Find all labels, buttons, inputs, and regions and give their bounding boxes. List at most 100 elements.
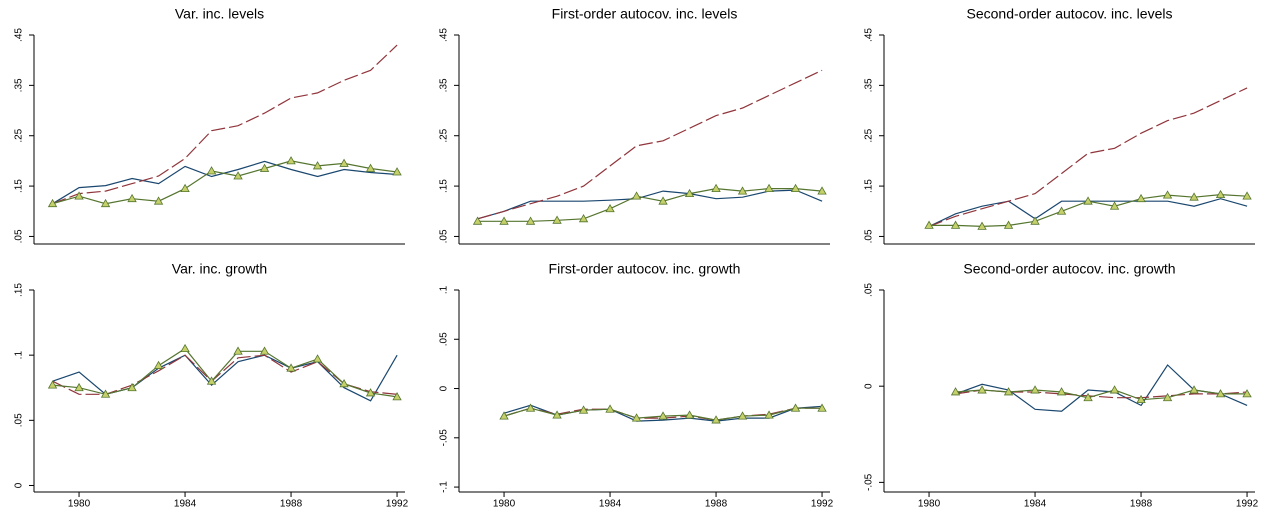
marker xyxy=(1242,389,1252,398)
marker xyxy=(206,166,217,175)
marker xyxy=(552,410,562,419)
y-tick-label: .1 xyxy=(439,285,450,294)
y-tick-label: .15 xyxy=(14,179,25,193)
marker xyxy=(312,354,323,363)
series-line xyxy=(477,69,823,220)
marker xyxy=(950,387,961,396)
series-line xyxy=(477,189,823,220)
marker xyxy=(1056,206,1067,215)
marker xyxy=(950,220,961,229)
y-tick-label: .35 xyxy=(14,78,25,92)
series-line xyxy=(52,347,398,398)
x-tick-label: 1980 xyxy=(493,499,516,510)
marker xyxy=(525,403,536,412)
marker xyxy=(1030,216,1040,225)
marker xyxy=(180,183,190,193)
y-tick-label: .25 xyxy=(864,128,875,142)
marker xyxy=(1083,196,1093,205)
y-tick-label: .35 xyxy=(439,78,450,92)
y-tick-label: .25 xyxy=(14,128,25,142)
marker xyxy=(711,183,721,193)
marker xyxy=(764,183,774,193)
marker xyxy=(127,193,137,203)
x-tick-label: 1980 xyxy=(68,499,91,510)
marker xyxy=(392,167,402,176)
marker xyxy=(1162,392,1173,402)
marker xyxy=(180,343,190,353)
series-line xyxy=(52,160,398,205)
marker xyxy=(737,186,748,195)
marker xyxy=(924,220,934,229)
y-tick-label: .15 xyxy=(14,283,25,297)
marker xyxy=(1030,385,1040,394)
marker xyxy=(47,380,58,389)
marker xyxy=(764,410,774,419)
x-tick-label: 1984 xyxy=(599,499,622,510)
marker xyxy=(684,410,695,419)
y-tick-label: 0 xyxy=(439,385,450,391)
marker xyxy=(233,346,243,355)
marker xyxy=(1189,192,1199,201)
marker xyxy=(499,216,509,225)
y-tick-label: .45 xyxy=(864,28,875,42)
y-tick-label: .45 xyxy=(14,28,25,42)
marker xyxy=(74,382,84,392)
y-tick-label: .35 xyxy=(864,78,875,92)
y-tick-label: .45 xyxy=(439,28,450,42)
y-tick-label: -.05 xyxy=(864,473,875,491)
marker xyxy=(1215,189,1226,199)
marker xyxy=(206,376,217,385)
marker xyxy=(233,171,243,180)
y-tick-label: .15 xyxy=(864,179,875,193)
series-line xyxy=(52,44,398,205)
marker xyxy=(817,186,827,195)
marker xyxy=(790,403,801,412)
y-tick-label: .25 xyxy=(439,128,450,142)
marker xyxy=(658,196,668,205)
marker xyxy=(578,214,589,223)
y-tick-label: .05 xyxy=(14,229,25,243)
x-tick-label: 1988 xyxy=(280,499,303,510)
marker xyxy=(100,389,111,398)
marker xyxy=(1109,385,1120,394)
marker xyxy=(977,221,987,230)
panel-title: Second-order autocov. inc. growth xyxy=(963,261,1175,277)
marker xyxy=(1215,389,1226,398)
x-tick-label: 1984 xyxy=(1024,499,1047,510)
marker xyxy=(100,198,111,208)
marker xyxy=(365,163,376,172)
y-tick-label: 0 xyxy=(14,482,25,488)
marker xyxy=(605,203,615,213)
marker xyxy=(1136,394,1146,404)
marker xyxy=(365,388,376,397)
marker xyxy=(259,346,270,355)
marker xyxy=(286,156,296,165)
marker xyxy=(631,413,642,422)
marker xyxy=(552,215,562,224)
marker xyxy=(1189,385,1199,394)
x-tick-label: 1984 xyxy=(174,499,197,510)
marker xyxy=(684,188,695,198)
series-line xyxy=(955,364,1248,412)
marker xyxy=(977,385,987,394)
x-tick-label: 1992 xyxy=(811,499,834,510)
series-line xyxy=(477,187,823,222)
marker xyxy=(312,161,323,170)
series-line xyxy=(52,160,398,205)
panel-title: Var. inc. levels xyxy=(175,6,264,22)
panel-title: Second-order autocov. inc. levels xyxy=(967,6,1173,22)
x-tick-label: 1988 xyxy=(705,499,728,510)
y-tick-label: 0 xyxy=(864,383,875,389)
marker xyxy=(1162,190,1173,199)
y-tick-label: .05 xyxy=(439,229,450,243)
marker xyxy=(631,191,642,200)
marker xyxy=(578,405,589,414)
panel-title: Var. inc. growth xyxy=(172,261,267,277)
marker xyxy=(153,196,164,205)
x-tick-label: 1992 xyxy=(386,499,409,510)
marker xyxy=(47,198,58,208)
marker xyxy=(817,403,827,412)
y-tick-label: .05 xyxy=(864,283,875,297)
